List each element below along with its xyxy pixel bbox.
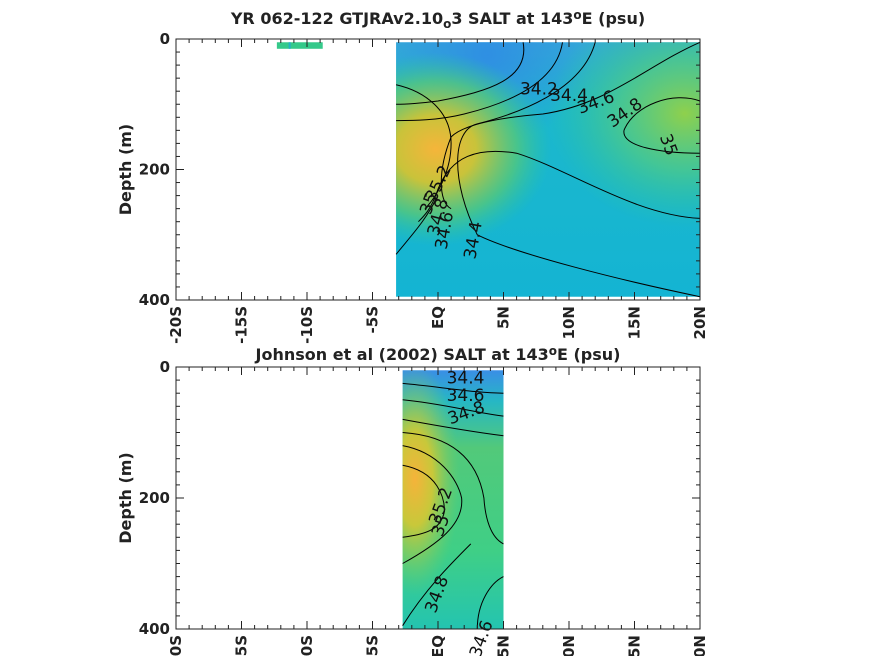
- bottom-contours: [402, 382, 504, 630]
- x-tick-label: -5S: [364, 635, 382, 656]
- contour-label: 34.2: [520, 79, 558, 99]
- x-tick-label: 5N: [495, 306, 513, 329]
- title-text: Johnson et al (2002) SALT at 143: [255, 345, 549, 364]
- contour-line: [396, 42, 525, 105]
- top-salinity-field: [276, 42, 700, 297]
- contour-line: [402, 399, 504, 417]
- x-tick-label: -15S: [233, 635, 251, 656]
- top-y-axis-label: Depth (m): [116, 124, 135, 216]
- y-tick-label: 200: [139, 489, 170, 507]
- contour-line: [395, 84, 452, 210]
- contour-line: [418, 150, 701, 223]
- contour-line: [402, 445, 463, 564]
- y-tick-label: 0: [160, 358, 170, 376]
- x-tick-label: -10S: [298, 306, 316, 344]
- x-tick-label: 15N: [626, 635, 644, 656]
- title-text: E (psu): [557, 345, 621, 364]
- contour-line: [402, 418, 504, 437]
- x-tick-label: EQ: [429, 306, 447, 329]
- bottom-y-axis-label: Depth (m): [116, 452, 135, 544]
- title-superscript: o: [549, 344, 557, 358]
- x-tick-label: -5S: [364, 306, 382, 333]
- contour-line: [395, 195, 439, 255]
- bottom-chart-title: Johnson et al (2002) SALT at 143oE (psu): [255, 344, 621, 364]
- contour-line: [402, 543, 472, 626]
- x-tick-label: 20N: [691, 635, 709, 656]
- top-chart-title: YR 062-122 GTJRAv2.10o3 SALT at 143oE (p…: [230, 8, 645, 30]
- contour-line: [440, 41, 701, 210]
- x-tick-label: 10N: [560, 635, 578, 656]
- field-south-strip: [276, 42, 323, 49]
- x-tick-label: EQ: [429, 635, 447, 656]
- x-tick-label: 10N: [560, 306, 578, 339]
- y-tick-label: 400: [139, 620, 170, 638]
- x-tick-label: 15N: [626, 306, 644, 339]
- contour-line: [402, 432, 504, 545]
- title-text: E (psu): [582, 9, 646, 28]
- x-tick-label: -15S: [233, 306, 251, 344]
- title-text: 3 SALT at 143: [451, 9, 573, 28]
- contour-line: [457, 42, 701, 298]
- x-tick-label: 5N: [495, 635, 513, 656]
- x-tick-label: -20S: [167, 306, 185, 344]
- contour-line: [402, 464, 446, 538]
- contour-label: 34.4: [447, 368, 485, 388]
- x-tick-label: 20N: [691, 306, 709, 339]
- y-tick-label: 400: [139, 291, 170, 309]
- title-text: YR 062-122 GTJRAv2.10: [230, 9, 443, 28]
- y-tick-label: 200: [139, 161, 170, 179]
- contour-line: [402, 382, 504, 394]
- title-subscript: o: [443, 17, 451, 31]
- contour-label: 34.6: [447, 386, 485, 406]
- x-tick-label: -10S: [298, 635, 316, 656]
- field-strip-mark: [288, 42, 291, 49]
- contour-line: [396, 42, 563, 122]
- x-tick-label: -20S: [167, 635, 185, 656]
- contour-line: [476, 576, 504, 630]
- title-superscript: o: [573, 8, 581, 22]
- contour-label: 34.4: [550, 86, 588, 106]
- y-tick-label: 0: [160, 30, 170, 48]
